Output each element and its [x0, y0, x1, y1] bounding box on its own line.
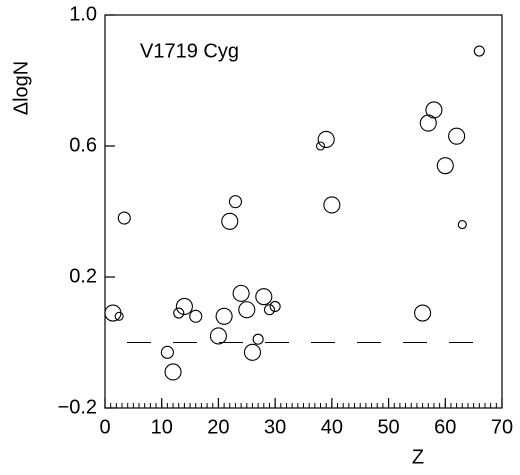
point	[448, 127, 466, 145]
point	[104, 304, 122, 322]
x-tick-label: 70	[491, 416, 513, 438]
point	[436, 157, 454, 175]
point	[473, 45, 485, 57]
point	[317, 130, 335, 148]
point	[228, 195, 242, 209]
y-tick-label: 0.6	[69, 134, 97, 156]
point	[209, 327, 227, 345]
point	[114, 311, 124, 321]
x-tick-label: 40	[321, 416, 343, 438]
y-tick-label: 1.0	[69, 3, 97, 25]
point	[323, 196, 341, 214]
point	[232, 284, 250, 302]
y-axis-label: ΔlogN	[10, 61, 32, 116]
point	[215, 307, 233, 325]
x-tick-label: 20	[207, 416, 229, 438]
point	[425, 101, 443, 119]
point	[252, 333, 264, 345]
x-tick-label: 0	[99, 416, 110, 438]
point	[238, 301, 256, 319]
point	[189, 309, 203, 323]
point	[160, 345, 174, 359]
point	[315, 141, 326, 151]
point	[269, 300, 281, 313]
point	[243, 343, 262, 361]
y-tick-label: −0.2	[58, 396, 97, 418]
x-axis-label: Z	[412, 446, 424, 468]
point	[457, 220, 467, 230]
point	[255, 288, 273, 306]
point	[117, 211, 131, 225]
x-tick-label: 10	[151, 416, 173, 438]
point	[221, 212, 239, 230]
point	[173, 307, 185, 319]
x-tick-label: 30	[264, 416, 286, 438]
point	[175, 297, 193, 316]
plot-frame	[104, 14, 503, 409]
point	[263, 304, 276, 316]
annotation: V1719 Cyg	[140, 40, 239, 62]
y-tick-label: 0.2	[69, 265, 97, 287]
point	[414, 304, 432, 322]
x-tick-label: 60	[434, 416, 456, 438]
point	[164, 363, 182, 381]
x-tick-label: 50	[377, 416, 399, 438]
